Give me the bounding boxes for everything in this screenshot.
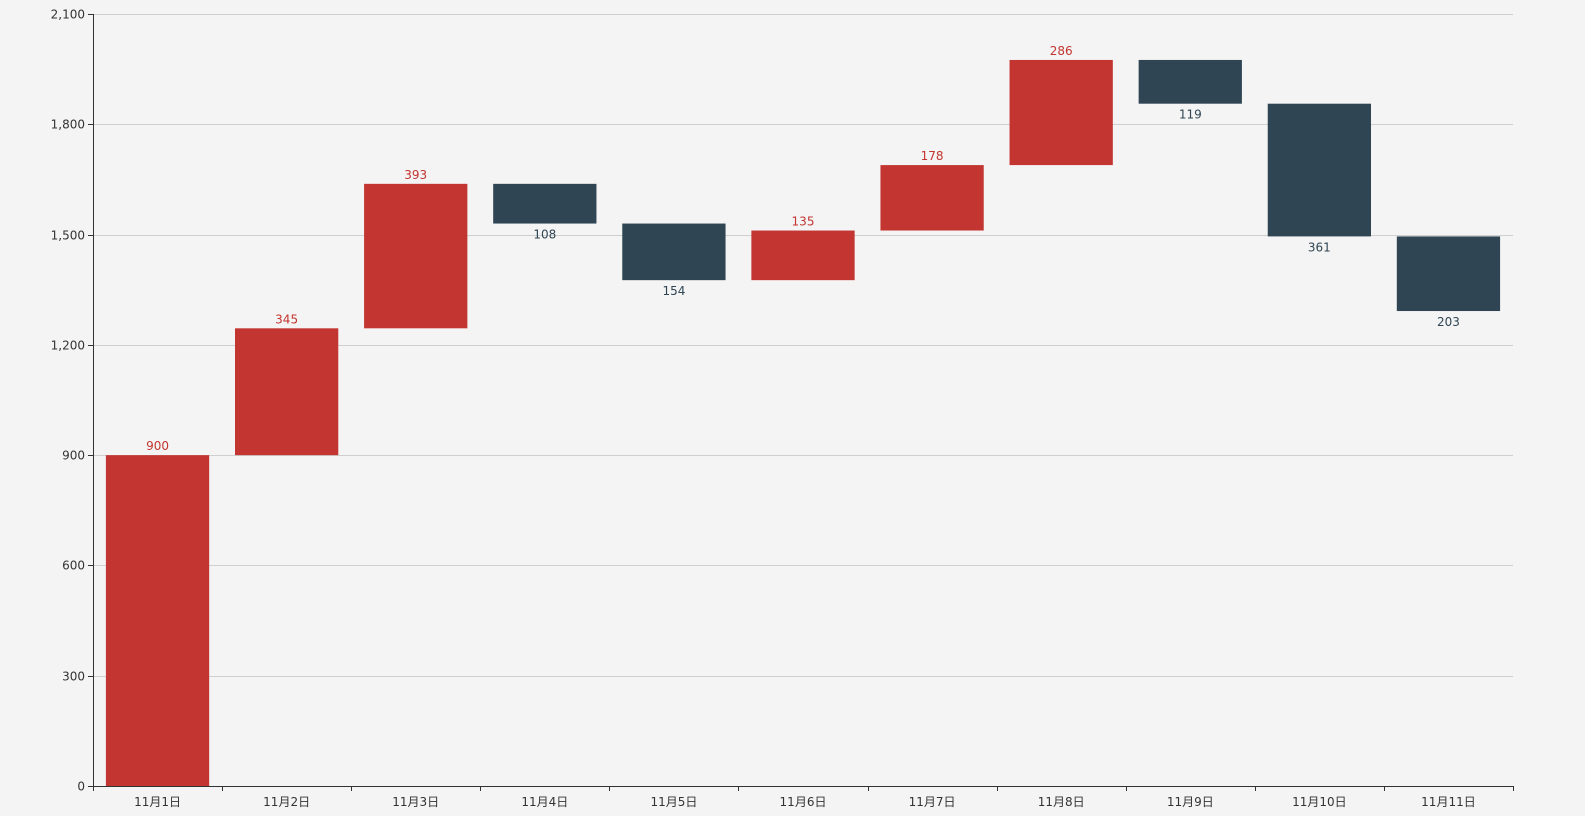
increase-bar [751,230,855,281]
increase-bar [235,328,339,456]
decrease-bar [1396,236,1501,312]
decrease-bar [493,183,597,224]
x-tick-label: 11月4日 [521,795,568,809]
data-label: 361 [1308,240,1331,254]
y-tick-label: 1,500 [51,229,85,243]
x-tick-label: 11月3日 [392,795,439,809]
x-tick-label: 11月8日 [1038,795,1085,809]
y-tick-label: 900 [62,449,85,463]
data-label: 119 [1179,108,1202,122]
data-label: 345 [275,312,298,326]
x-tick-label: 11月2日 [263,795,310,809]
data-label: 203 [1437,315,1460,329]
x-tick-label: 11月11日 [1421,795,1476,809]
bars [105,59,1501,786]
y-tick-label: 2,100 [51,8,85,22]
data-label: 286 [1050,44,1073,58]
data-label: 393 [404,168,427,182]
y-tick-label: 1,800 [51,118,85,132]
x-tick-label: 11月1日 [134,795,181,809]
decrease-bar [622,223,726,281]
y-tick-label: 300 [62,670,85,684]
y-tick-label: 0 [77,780,85,794]
data-label: 108 [533,228,556,242]
decrease-bar [1267,103,1371,237]
x-tick-label: 11月10日 [1292,795,1347,809]
x-tick-label: 11月5日 [650,795,697,809]
y-tick-label: 1,200 [51,339,85,353]
decrease-bar [1138,59,1242,104]
x-tick-label: 11月9日 [1167,795,1214,809]
data-label: 154 [662,284,685,298]
data-label: 900 [146,439,169,453]
x-tick-label: 11月7日 [909,795,956,809]
increase-bar [1009,59,1113,166]
increase-bar [105,455,210,786]
data-labels: 900 345 393 108 154 135 178 286 119 361 203 [146,44,1460,453]
y-tick-label: 600 [62,559,85,573]
x-tick-label: 11月6日 [780,795,827,809]
data-label: 178 [921,149,944,163]
increase-bar [364,183,468,329]
axes: 0 300 600 900 1,200 1,500 1,800 2,100 11月1日 11月2日… [51,8,1514,809]
increase-bar [880,165,984,231]
data-label: 135 [792,215,815,229]
